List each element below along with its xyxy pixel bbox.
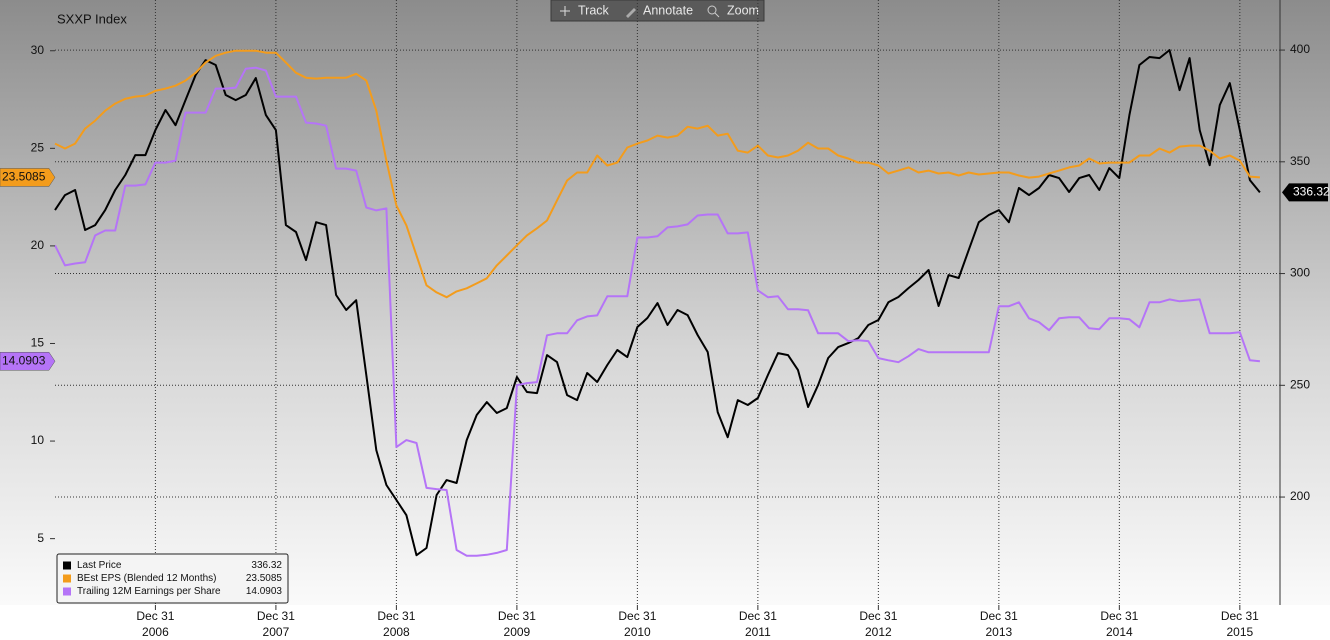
legend-value: 14.0903 [246,586,283,597]
x-tick-label: Dec 31 2014 [1100,609,1138,639]
x-tick-label: Dec 31 2013 [980,609,1018,639]
x-tick-label-line: 2009 [504,625,531,639]
annotate-button[interactable]: Annotate [619,1,697,20]
x-tick-label-line: 2007 [263,625,290,639]
y-tick-label: 20 [31,238,45,252]
legend-swatch [63,587,71,596]
series-line [54,49,1260,299]
x-tick-label-line: 2015 [1226,625,1253,639]
y2-tick-label: 300 [1290,266,1310,280]
x-tick-label: Dec 31 2012 [859,609,897,639]
x-tick-label-line: Dec 31 [980,609,1018,623]
button-bg[interactable] [552,1,618,20]
legend-label: Trailing 12M Earnings per Share [77,586,221,597]
x-tick-label: Dec 31 2006 [136,609,174,639]
legend-value: 23.5085 [246,573,283,584]
x-tick-label: Dec 31 2008 [377,609,415,639]
value-tag [0,351,56,371]
y-tick-label: 30 [31,43,45,57]
y2-tick-label: 200 [1290,489,1310,503]
chart-title: SXXP Index [57,11,127,26]
x-tick-label-line: 2014 [1106,625,1133,639]
x-tick-label-line: 2010 [624,625,651,639]
x-tick-label-line: Dec 31 [1221,609,1259,623]
x-tick-label: Dec 31 2015 [1221,609,1259,639]
track-button[interactable]: Track [552,1,618,20]
x-tick-label-line: 2012 [865,625,892,639]
y-tick-label: 15 [31,336,45,350]
legend-swatch [63,561,71,570]
zoom-button[interactable]: Zoom [698,1,763,20]
x-tick-label: Dec 31 2007 [257,609,295,639]
button-label[interactable]: Track [578,3,610,17]
x-tick-label-line: Dec 31 [618,609,656,623]
button-label[interactable]: Zoom [727,3,759,17]
x-tick-label: Dec 31 2010 [618,609,656,639]
y2-tick-label: 400 [1290,42,1310,56]
button-label[interactable]: Annotate [643,3,693,17]
y2-tick-label: 250 [1290,377,1310,391]
plot-lines [54,49,1261,557]
x-tick-label-line: Dec 31 [498,609,536,623]
value-tag-label: 336.32 [1293,185,1330,199]
annotate-icon [626,8,636,18]
legend-value: 336.32 [251,560,282,571]
legend: Last Price 336.32 BEst EPS (Blended 12 Mon… [56,553,289,604]
y2-tick-label: 350 [1290,154,1310,168]
x-tick-label-line: Dec 31 [136,609,174,623]
x-tick-label-line: 2008 [383,625,410,639]
button-bg[interactable] [619,1,697,20]
series-line [54,49,1261,557]
x-tick-label-line: Dec 31 [377,609,415,623]
value-tags: 336.32 23.5085 14.0903 [0,168,1330,371]
legend-box [56,553,289,604]
x-tick-label-line: 2013 [986,625,1013,639]
axes: Dec 31 2006 Dec 31 2007 Dec 31 2008 Dec 31 2009… [31,42,1311,639]
x-tick-label-line: Dec 31 [739,609,777,623]
button-bg[interactable] [698,1,763,20]
value-tag-label: 14.0903 [2,353,46,367]
zoom-icon [707,5,717,15]
track-icon [560,6,570,16]
value-tag [1282,183,1328,202]
toolbar: Track Annotate Zoom [550,0,765,22]
y-tick-label: 10 [31,433,45,447]
y-tick-label: 5 [37,531,44,545]
legend-label: BEst EPS (Blended 12 Months) [77,573,217,584]
y-tick-label: 25 [31,140,45,154]
x-tick-label-line: Dec 31 [859,609,897,623]
series-line [54,66,1260,557]
x-tick-label-line: 2006 [142,625,169,639]
zoom-icon-handle [714,12,720,18]
x-tick-label: Dec 31 2011 [739,609,777,639]
x-tick-label: Dec 31 2009 [498,609,536,639]
legend-label: Last Price [77,560,122,571]
x-axis-band [0,605,1330,640]
x-tick-label-line: 2011 [745,625,771,639]
grid [55,0,1280,605]
x-tick-label-line: Dec 31 [257,609,295,623]
value-tag-label: 23.5085 [2,170,46,184]
legend-swatch [63,574,71,583]
x-tick-label-line: Dec 31 [1100,609,1138,623]
value-tag [0,168,56,187]
